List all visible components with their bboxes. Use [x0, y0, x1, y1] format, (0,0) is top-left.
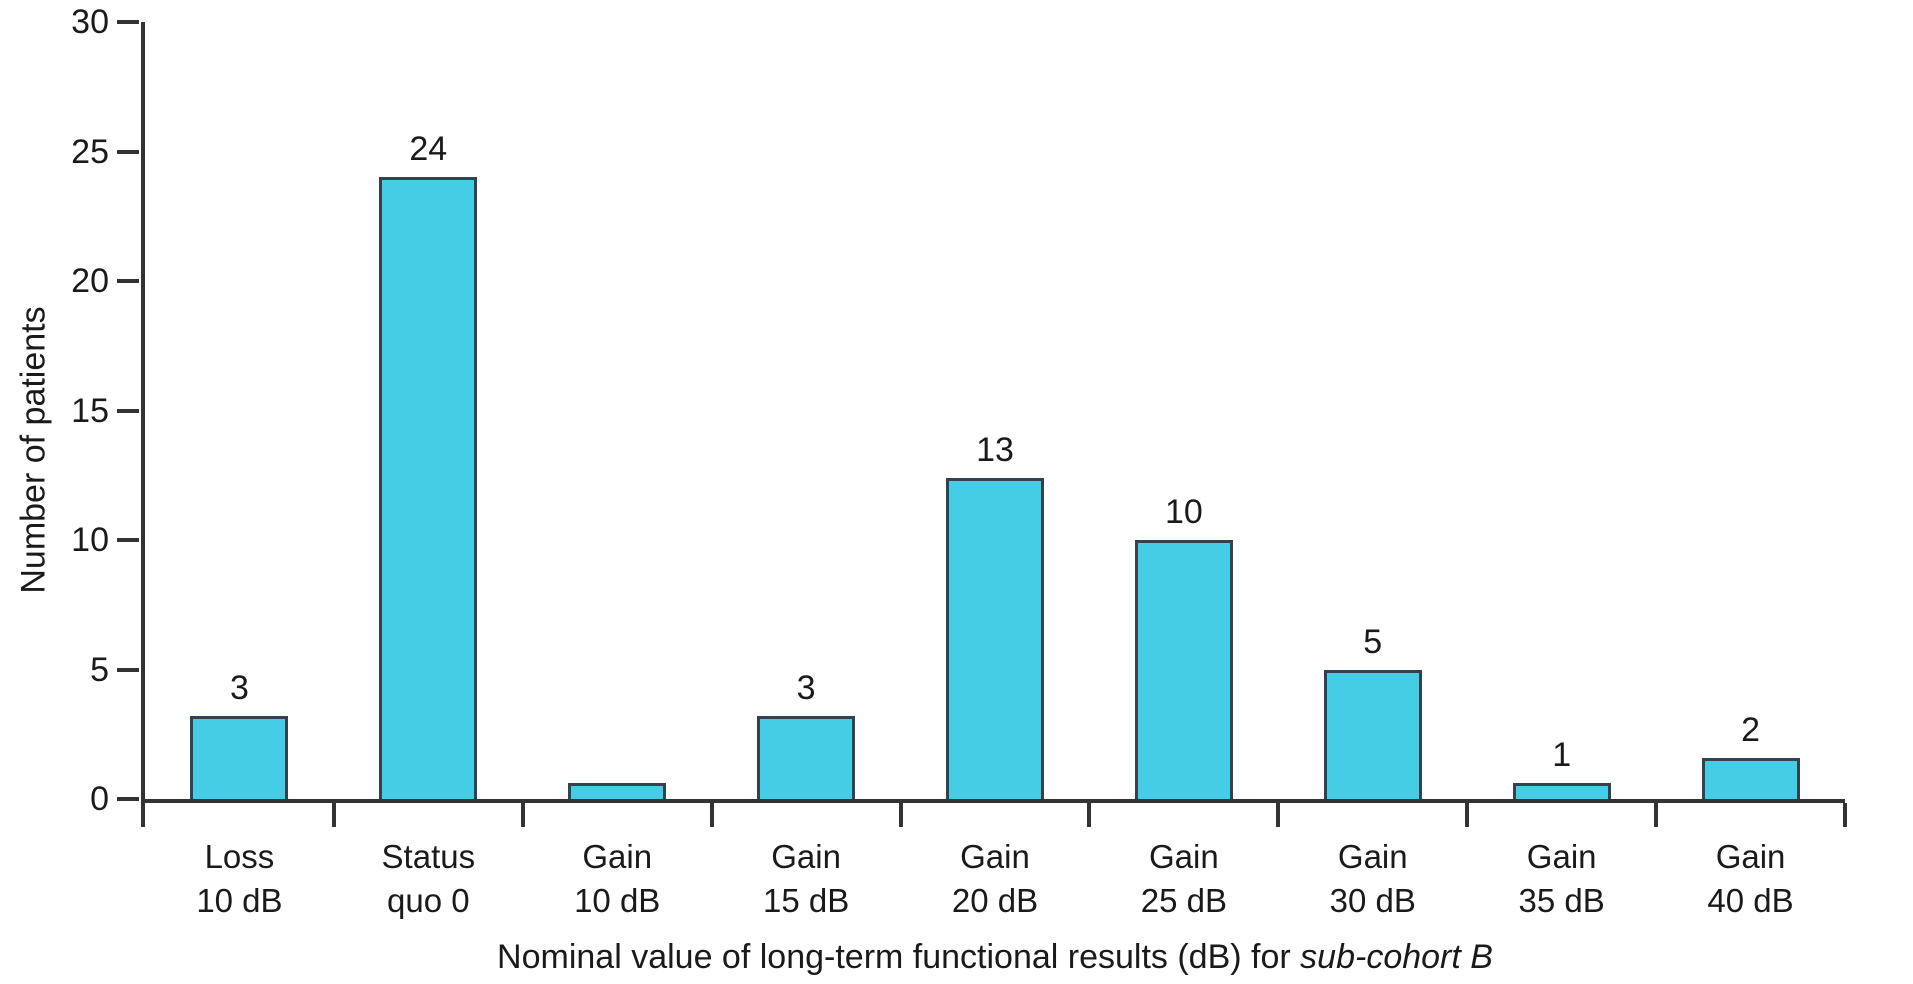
x-axis-title-italic: sub-cohort B: [1300, 938, 1493, 976]
plot-area: 0 5 10 15 20 25 30 3 Loss 10 dB 24 Status quo 0 Gain 1…: [71, 3, 1847, 919]
bar-value-label-gain-20-db: 13: [976, 430, 1014, 469]
x-category-line1: Gain: [1149, 838, 1219, 875]
y-tick-label: 0: [90, 780, 109, 818]
bar-value-label-loss-10-db: 3: [229, 669, 249, 708]
x-category-label-status-quo-0: Status quo 0: [334, 835, 523, 923]
y-axis-line: [141, 22, 145, 803]
x-category-label-loss-10-db: Loss 10 dB: [145, 835, 334, 923]
x-tick: [899, 803, 903, 827]
x-category-label-gain-20-db: Gain 20 dB: [901, 835, 1090, 923]
y-tick-label: 15: [71, 391, 109, 430]
y-tick-label: 5: [90, 650, 109, 689]
x-category-line2: 20 dB: [951, 882, 1039, 919]
x-category-line2: 10 dB: [196, 882, 283, 919]
bar-gain-40-db: [1701, 757, 1800, 799]
x-tick: [1654, 803, 1658, 827]
y-tick: [117, 20, 139, 24]
bar-gain-20-db: [946, 477, 1044, 799]
x-axis-line: [141, 799, 1845, 803]
y-tick: [117, 667, 139, 672]
x-category-label-gain-40-db: Gain 40 dB: [1656, 835, 1845, 923]
x-tick: [332, 803, 336, 827]
x-category-label-gain-10-db: Gain 10 dB: [523, 835, 712, 923]
x-tick: [521, 803, 525, 827]
bar-loss-10-db: [190, 716, 289, 799]
bar-value-label-gain-25-db: 10: [1164, 493, 1203, 531]
bar-gain-25-db: [1134, 540, 1233, 799]
x-category-label-gain-35-db: Gain 35 dB: [1467, 835, 1656, 923]
x-axis-title: Nominal value of long-term functional re…: [145, 936, 1845, 978]
x-tick: [141, 803, 145, 827]
x-axis-title-text: Nominal value of long-term functional re…: [497, 938, 1301, 976]
bar-gain-30-db: [1323, 669, 1422, 799]
x-category-line2: 25 dB: [1140, 882, 1227, 919]
x-category-line1: Status: [381, 838, 476, 875]
y-tick: [117, 797, 139, 801]
x-category-line1: Gain: [1715, 838, 1786, 875]
bar-value-label-status-quo-0: 24: [409, 130, 448, 169]
bar-gain-15-db: [757, 716, 856, 799]
y-tick: [117, 279, 139, 283]
x-category-line1: Gain: [771, 838, 841, 875]
y-tick: [117, 408, 139, 413]
x-category-label-gain-25-db: Gain 25 dB: [1089, 835, 1278, 923]
y-tick: [117, 538, 139, 542]
bar-gain-35-db: [1512, 783, 1611, 799]
y-tick: [117, 149, 139, 154]
bar-value-label-gain-30-db: 5: [1363, 622, 1383, 661]
x-category-line1: Gain: [582, 838, 653, 875]
bar-gain-10-db: [568, 783, 667, 799]
bar-value-label-gain-35-db: 1: [1552, 736, 1572, 775]
x-category-line2: 15 dB: [762, 882, 850, 919]
x-category-line2: 40 dB: [1707, 882, 1794, 919]
x-tick: [1843, 803, 1847, 827]
bar-value-label-gain-40-db: 2: [1741, 710, 1760, 749]
bar-status-quo-0: [379, 177, 478, 799]
x-category-line1: Gain: [1337, 838, 1408, 875]
x-category-line2: 35 dB: [1518, 882, 1605, 919]
x-category-line2: 30 dB: [1329, 882, 1416, 919]
x-category-line1: Loss: [204, 838, 275, 875]
x-tick: [710, 803, 714, 827]
x-tick: [1087, 803, 1091, 827]
x-category-line2: quo 0: [387, 882, 470, 919]
x-tick: [1276, 803, 1280, 827]
y-tick-label: 20: [71, 262, 109, 300]
x-category-label-gain-30-db: Gain 30 dB: [1278, 835, 1467, 923]
x-category-label-gain-15-db: Gain 15 dB: [712, 835, 901, 923]
x-category-line2: 10 dB: [574, 882, 661, 919]
y-tick-label: 30: [71, 3, 109, 41]
x-category-line1: Gain: [960, 838, 1030, 875]
bar-value-label-gain-15-db: 3: [796, 669, 816, 708]
x-category-line1: Gain: [1526, 838, 1597, 875]
y-tick-label: 25: [71, 132, 109, 171]
y-tick-label: 10: [71, 521, 109, 559]
x-tick: [1465, 803, 1469, 827]
